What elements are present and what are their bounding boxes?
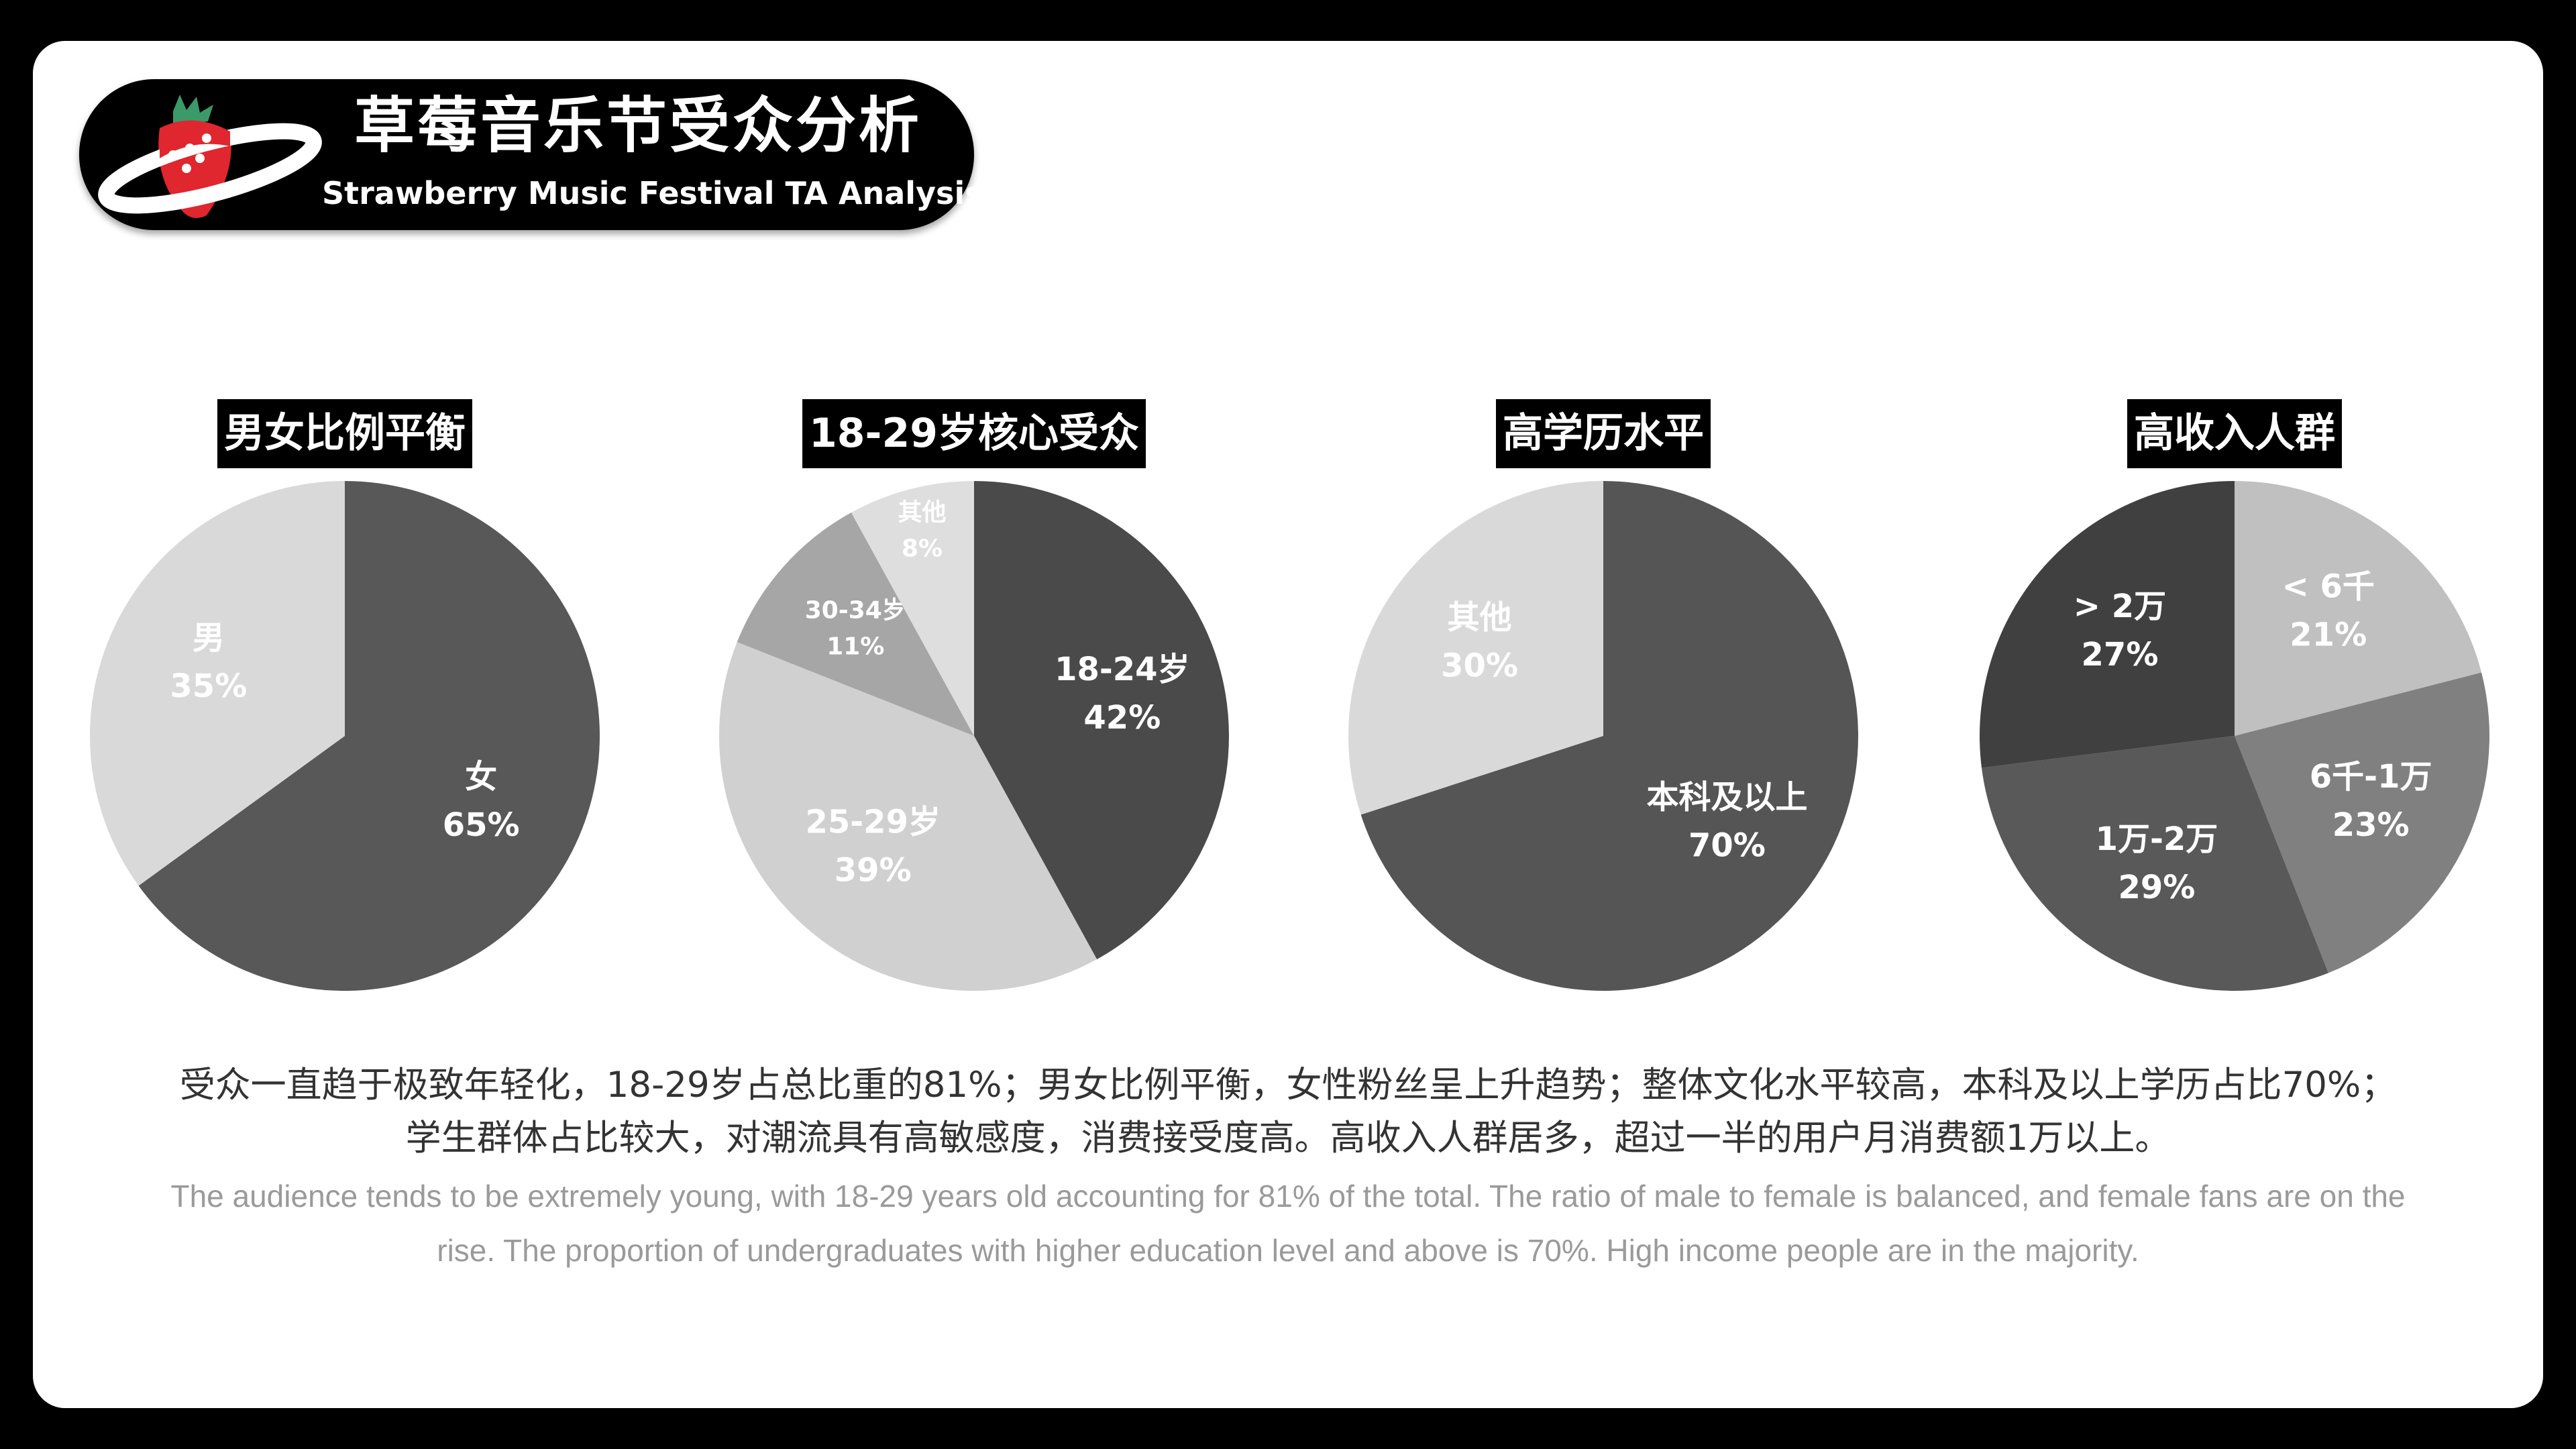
pie-slice-age-0 xyxy=(974,481,1230,959)
description-cn-line-2: 学生群体占比较大，对潮流具有高敏感度，消费接受度高。高收入人群居多，超过一半的用… xyxy=(405,1118,2171,1159)
pie-value-gender-1: 35% xyxy=(170,667,247,705)
pie-value-gender-0: 65% xyxy=(443,806,520,844)
pie-label-income-0: < 6千 xyxy=(2282,568,2375,605)
pie-label-age-2: 30-34岁 xyxy=(805,596,906,624)
pie-slice-income-0 xyxy=(2235,481,2482,736)
pie-value-age-3: 8% xyxy=(902,535,943,562)
pie-label-gender-0: 女 xyxy=(465,758,497,796)
pie-label-age-3: 其他 xyxy=(898,498,947,526)
pie-slice-income-3 xyxy=(1979,481,2235,768)
pie-slice-education-1 xyxy=(1348,481,1603,815)
chart-title-gender: 男女比例平衡 xyxy=(217,399,472,468)
pie-label-education-1: 其他 xyxy=(1448,599,1512,637)
chart-title-age: 18-29岁核心受众 xyxy=(802,399,1146,468)
pie-label-income-2: 1万-2万 xyxy=(2096,820,2218,858)
pie-value-education-1: 30% xyxy=(1441,647,1518,685)
pie-value-income-2: 29% xyxy=(2118,869,2195,906)
pie-slice-income-1 xyxy=(2235,672,2489,973)
description-en-line-1: The audience tends to be extremely young… xyxy=(170,1179,2406,1214)
pie-value-income-3: 27% xyxy=(2082,636,2159,674)
pie-slice-age-3 xyxy=(851,481,974,736)
pie-slice-age-2 xyxy=(737,513,974,736)
pie-value-income-1: 23% xyxy=(2332,806,2410,844)
pie-label-age-0: 18-24岁 xyxy=(1055,651,1190,688)
page-subtitle: Strawberry Music Festival TA Analysis xyxy=(322,175,983,211)
description-cn-line-1: 受众一直趋于极致年轻化，18-29岁占总比重的81%；男女比例平衡，女性粉丝呈上… xyxy=(179,1065,2397,1106)
strawberry-planet-logo-icon xyxy=(98,95,322,218)
pie-slice-age-1 xyxy=(719,642,1097,991)
pie-label-age-1: 25-29岁 xyxy=(805,804,941,841)
chart-title-education: 高学历水平 xyxy=(1496,399,1711,468)
pie-slice-income-2 xyxy=(1981,736,2328,991)
pie-slice-education-0 xyxy=(1360,481,1859,991)
pie-label-income-3: > 2万 xyxy=(2074,588,2166,625)
pie-slice-gender-0 xyxy=(138,481,600,991)
pie-label-education-0: 本科及以上 xyxy=(1646,779,1807,816)
pie-label-gender-1: 男 xyxy=(193,619,225,657)
pie-value-income-0: 21% xyxy=(2290,616,2367,653)
chart-title-income: 高收入人群 xyxy=(2127,399,2342,468)
page-title: 草莓音乐节受众分析 xyxy=(354,91,922,161)
description-en-line-2: rise. The proportion of undergraduates w… xyxy=(437,1233,2139,1268)
pie-label-income-1: 6千-1万 xyxy=(2310,758,2432,796)
pie-value-age-2: 11% xyxy=(826,633,884,660)
pie-slice-gender-1 xyxy=(89,481,345,886)
pie-value-age-0: 42% xyxy=(1083,699,1161,737)
pie-value-education-0: 70% xyxy=(1688,827,1766,865)
pie-value-age-1: 39% xyxy=(835,852,912,890)
header-banner: 草莓音乐节受众分析 Strawberry Music Festival TA A… xyxy=(79,79,983,230)
